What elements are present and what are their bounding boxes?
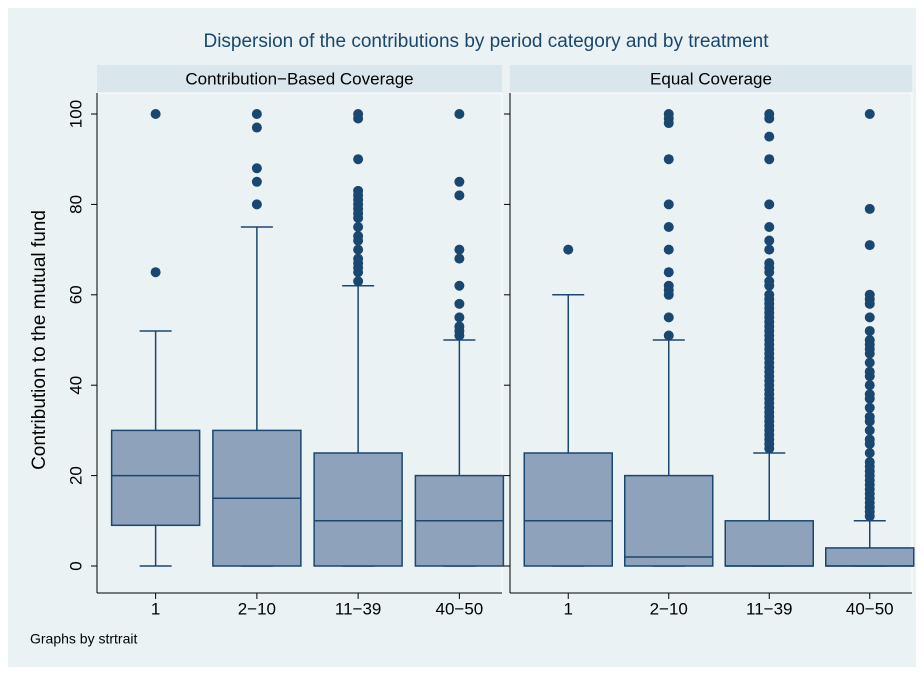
note: Graphs by strtrait bbox=[30, 631, 137, 647]
outlier bbox=[764, 154, 775, 165]
outlier bbox=[864, 357, 875, 368]
y-tick-label: 20 bbox=[66, 466, 85, 485]
outlier bbox=[454, 312, 465, 323]
box bbox=[110, 429, 201, 527]
outlier bbox=[150, 267, 161, 278]
outlier bbox=[353, 231, 364, 242]
outlier bbox=[663, 244, 674, 255]
outlier bbox=[563, 244, 574, 255]
outlier bbox=[251, 176, 262, 187]
outlier bbox=[864, 457, 875, 468]
outlier bbox=[663, 199, 674, 210]
chart-title: Dispersion of the contributions by perio… bbox=[203, 31, 769, 52]
outlier bbox=[764, 244, 775, 255]
outlier bbox=[864, 312, 875, 323]
y-tick-label: 100 bbox=[66, 100, 85, 128]
outlier bbox=[864, 366, 875, 377]
outlier bbox=[454, 176, 465, 187]
outlier bbox=[353, 244, 364, 255]
outlier bbox=[251, 199, 262, 210]
outlier bbox=[864, 448, 875, 458]
x-tick-label: 2−10 bbox=[238, 599, 276, 618]
outlier bbox=[764, 222, 775, 232]
outlier bbox=[353, 222, 364, 232]
outlier bbox=[764, 289, 775, 300]
strip bbox=[510, 65, 912, 93]
outlier bbox=[864, 425, 875, 436]
strip-title: Equal Coverage bbox=[650, 69, 772, 88]
outlier bbox=[663, 222, 674, 232]
outlier bbox=[663, 109, 674, 119]
outlier bbox=[864, 109, 875, 119]
outlier bbox=[353, 185, 364, 196]
outlier bbox=[764, 276, 775, 287]
outlier bbox=[764, 258, 775, 269]
y-tick-label: 60 bbox=[66, 285, 85, 304]
outlier bbox=[454, 321, 465, 332]
x-tick-label: 40−50 bbox=[436, 599, 484, 618]
outlier bbox=[864, 402, 875, 413]
outlier bbox=[864, 325, 875, 336]
outlier bbox=[353, 154, 364, 165]
outlier bbox=[454, 109, 465, 119]
outlier bbox=[764, 131, 775, 142]
outlier bbox=[764, 199, 775, 210]
box bbox=[724, 520, 814, 567]
outlier bbox=[864, 434, 875, 445]
outlier bbox=[454, 253, 465, 264]
x-tick-label: 11−39 bbox=[335, 599, 381, 618]
box bbox=[313, 452, 403, 567]
outlier bbox=[353, 109, 364, 119]
outlier bbox=[150, 109, 161, 119]
outlier bbox=[454, 280, 465, 291]
outlier bbox=[353, 253, 364, 264]
outlier bbox=[764, 235, 775, 246]
outlier bbox=[251, 109, 262, 119]
y-tick-label: 0 bbox=[66, 561, 85, 570]
outlier bbox=[764, 109, 775, 119]
x-tick-label: 11−39 bbox=[746, 599, 792, 618]
outlier bbox=[864, 380, 875, 391]
outlier bbox=[454, 244, 465, 255]
y-tick-label: 40 bbox=[66, 376, 85, 395]
box bbox=[523, 452, 613, 567]
outlier bbox=[663, 330, 674, 341]
outlier bbox=[663, 312, 674, 323]
outlier bbox=[663, 267, 674, 278]
box bbox=[825, 547, 915, 567]
box bbox=[624, 474, 714, 567]
outlier bbox=[864, 240, 875, 251]
strip bbox=[97, 65, 502, 93]
outlier bbox=[251, 122, 262, 133]
outlier bbox=[251, 163, 262, 174]
y-tick-label: 80 bbox=[66, 195, 85, 214]
outlier bbox=[864, 335, 875, 345]
outlier bbox=[864, 203, 875, 214]
x-tick-label: 2−10 bbox=[650, 599, 688, 618]
outlier bbox=[663, 280, 674, 291]
outlier bbox=[864, 411, 875, 422]
outlier bbox=[454, 298, 465, 309]
outlier bbox=[353, 276, 364, 287]
outlier bbox=[864, 389, 875, 400]
x-tick-label: 40−50 bbox=[846, 599, 894, 618]
strip-title: Contribution−Based Coverage bbox=[185, 69, 413, 88]
y-axis-label: Contribution to the mutual fund bbox=[29, 210, 50, 470]
x-tick-label: 1 bbox=[151, 599, 160, 618]
x-tick-label: 1 bbox=[564, 599, 573, 618]
outlier bbox=[454, 190, 465, 201]
outlier bbox=[663, 154, 674, 165]
outlier bbox=[864, 289, 875, 300]
